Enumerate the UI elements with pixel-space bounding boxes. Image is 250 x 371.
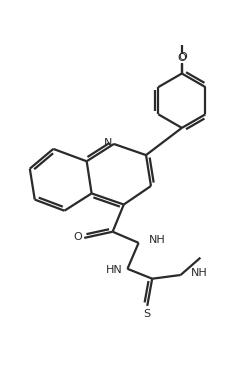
- Text: N: N: [104, 138, 112, 148]
- Text: O: O: [178, 52, 187, 62]
- Text: NH: NH: [191, 268, 208, 278]
- Text: NH: NH: [149, 235, 166, 245]
- Text: O: O: [178, 53, 186, 63]
- Text: S: S: [144, 309, 151, 319]
- Text: HN: HN: [106, 265, 123, 275]
- Text: O: O: [73, 232, 82, 242]
